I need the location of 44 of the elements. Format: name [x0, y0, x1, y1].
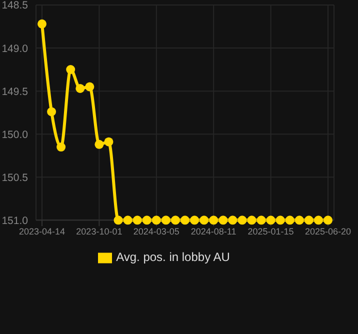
point	[324, 216, 332, 225]
point	[256, 216, 266, 225]
point	[76, 84, 85, 93]
point	[170, 216, 180, 225]
legend-label: Avg. pos. in lobby AU	[116, 250, 230, 264]
point	[228, 216, 238, 225]
y-tick-label: 150.0	[2, 128, 28, 141]
x-tick-label: 2023-10-01	[76, 226, 122, 237]
point	[285, 216, 294, 225]
y-tick-label: 148.5	[2, 0, 28, 12]
x-tick-label: 2025-06-20	[304, 226, 352, 237]
point	[114, 216, 123, 225]
y-tick-label: 151.0	[2, 214, 28, 227]
point	[56, 142, 66, 152]
point	[247, 216, 256, 225]
point	[38, 19, 46, 28]
point	[66, 65, 76, 74]
x-tick-label: 2025-01-15	[248, 226, 294, 237]
x-tick-label: 2023-04-14	[18, 226, 66, 237]
point	[238, 216, 247, 225]
point	[294, 216, 304, 225]
x-tick-label: 2024-08-11	[190, 226, 236, 237]
point	[304, 216, 314, 225]
point	[123, 216, 132, 225]
y-tick-label: 150.5	[2, 172, 28, 184]
point	[142, 216, 152, 225]
point	[218, 216, 228, 225]
point	[161, 216, 170, 225]
point	[314, 216, 323, 225]
y-tick-label: 149.5	[2, 86, 28, 98]
x-tick-label: 2024-03-05	[133, 226, 180, 237]
point	[266, 216, 276, 225]
point	[209, 216, 218, 225]
point	[190, 216, 200, 225]
y-tick-label: 149.0	[2, 42, 28, 55]
point	[180, 216, 190, 225]
point	[276, 216, 285, 225]
point	[94, 140, 104, 149]
point	[200, 216, 209, 225]
point	[132, 216, 142, 225]
point	[152, 216, 161, 225]
point	[85, 82, 94, 92]
point	[47, 107, 56, 116]
point	[104, 137, 114, 146]
